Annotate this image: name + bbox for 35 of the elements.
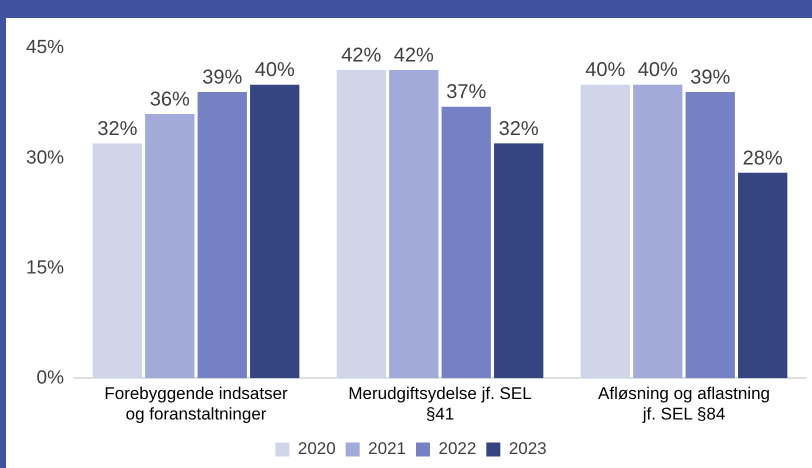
bar <box>92 143 142 378</box>
bar <box>145 114 194 378</box>
data-label: 32% <box>498 118 539 140</box>
bar <box>633 84 682 378</box>
data-label: 37% <box>446 81 486 104</box>
bar <box>250 84 300 378</box>
data-label: 42% <box>341 44 382 67</box>
y-tick-label: 45% <box>26 37 64 58</box>
bar <box>389 70 438 378</box>
legend-label: 2022 <box>438 439 476 458</box>
x-tick-label: Merudgiftsydelse jf. SEL §41 <box>348 384 532 424</box>
bar <box>336 70 386 378</box>
data-label: 28% <box>742 147 783 170</box>
y-tick-label: 30% <box>26 147 64 168</box>
y-tick-label: 0% <box>36 367 64 388</box>
data-label: 40% <box>254 59 295 82</box>
legend-label: 2023 <box>508 439 547 458</box>
bar <box>198 92 247 378</box>
x-tick-label: Afløsning og aflastning jf. SEL §84 <box>598 384 770 424</box>
y-tick-label: 15% <box>26 257 64 278</box>
bar <box>442 106 491 378</box>
legend-label: 2021 <box>368 439 406 458</box>
legend-label: 2020 <box>298 439 336 458</box>
bar <box>580 84 630 378</box>
data-label: 32% <box>97 118 138 140</box>
data-label: 36% <box>150 88 190 111</box>
data-label: 39% <box>690 66 730 89</box>
data-label: 40% <box>638 59 678 82</box>
data-label: 42% <box>394 44 434 67</box>
data-label: 39% <box>202 66 242 89</box>
bar <box>686 92 735 378</box>
x-tick-label: Forebyggende indsatser og foranstaltninger <box>104 384 288 424</box>
data-label: 40% <box>585 59 626 82</box>
bar <box>738 172 788 378</box>
bar <box>494 143 544 378</box>
